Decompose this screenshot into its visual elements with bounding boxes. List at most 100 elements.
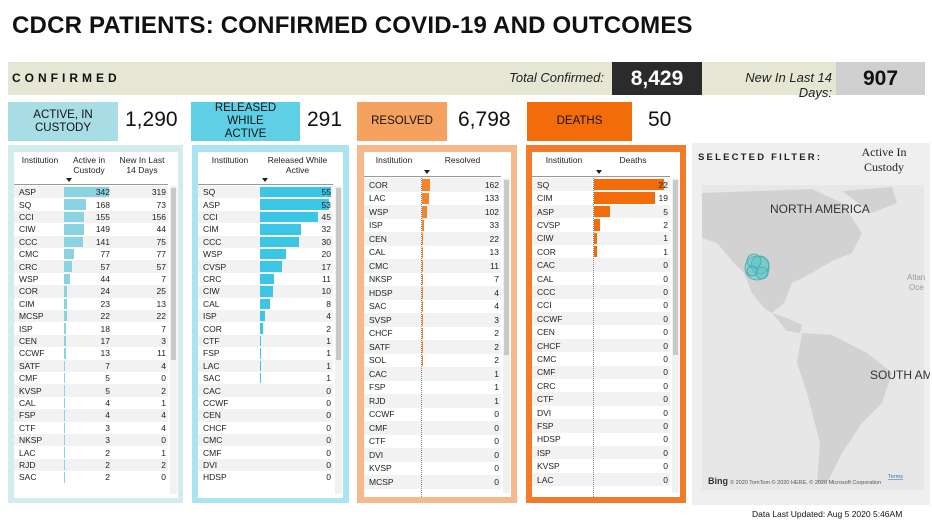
institution: CIW [19,224,36,235]
row-stripe [364,313,501,327]
data-bar [64,261,72,272]
institution: ASP [203,199,221,210]
data-bar [422,192,429,204]
cell-value: 0 [663,434,668,445]
row-stripe [532,312,670,326]
column-header[interactable]: Institution [211,155,249,165]
column-header[interactable]: Resolved [444,155,481,165]
cell-value: 73 [156,199,166,210]
data-bar [260,236,299,247]
cell-value: 0 [663,461,668,472]
institution: WSP [203,249,223,260]
data-bar [594,232,598,244]
cell-value: 0 [663,340,668,351]
column-header[interactable]: Institution [375,155,413,165]
map-terms[interactable]: Terms [888,474,903,480]
institution: CCI [203,212,218,222]
column-header[interactable]: Active in Custody [72,155,106,175]
institution: CAL [203,298,220,309]
cell-value: 3 [494,314,499,325]
institution: CTF [19,422,36,433]
cell-value: 149 [95,224,110,235]
institution: NKSP [369,274,393,285]
data-bar [64,373,65,384]
data-bar [422,219,424,231]
cell-value: 0 [494,422,499,433]
cell-value: 2 [105,447,110,458]
institution: FSP [537,420,554,431]
cell-value: 57 [156,261,166,272]
institution: CEN [369,233,387,244]
cell-value: 1 [494,382,499,393]
cell-value: 13 [156,298,166,309]
cell-value: 0 [663,447,668,458]
column-header[interactable]: Institution [545,155,583,165]
column-header[interactable]: Deaths [619,155,647,165]
cell-value: 57 [100,261,110,272]
cell-value: 77 [100,249,110,260]
filter-value: Active In Custody [861,145,907,174]
map-label: Atlan [907,273,925,282]
institution: MCSP [369,476,394,487]
data-bar [64,236,83,247]
cell-value: 5 [663,206,668,217]
row-stripe [364,421,501,435]
map-label: Oce [909,283,924,292]
column-header[interactable]: New In Last 14 Days [119,155,165,175]
cell-value: 20 [321,249,331,260]
row-stripe [14,235,168,248]
data-bar [260,373,262,384]
new-label: New In Last 14 Days: [745,70,832,100]
cell-value: 33 [489,220,499,231]
institution: CIW [203,286,220,297]
institution: HDSP [537,434,561,445]
institution: CEN [203,410,221,421]
cell-value: 0 [326,472,331,483]
cell-value: 0 [663,260,668,271]
card-label[interactable]: RESOLVED [357,102,447,141]
institution: RJD [19,460,36,470]
row-stripe [14,458,168,472]
row-stripe [198,384,333,397]
footer: Data Last Updated: Aug 5 2020 5:46AM [752,509,903,519]
cell-value: 2 [494,328,499,339]
column-header[interactable]: Institution [21,155,59,165]
cell-value: 0 [326,447,331,458]
card-label[interactable]: DEATHS [527,102,632,141]
card-value: 1,290 [125,108,178,131]
institution: CIM [537,193,553,204]
institution: FSP [19,410,36,421]
cell-value: 0 [326,398,331,408]
cell-value: 75 [156,236,166,247]
cell-value: 17 [321,261,331,272]
cell-value: 0 [663,300,668,311]
row-stripe [532,392,670,406]
card-label[interactable]: ACTIVE, IN CUSTODY [8,102,118,141]
card-label[interactable]: RELEASED WHILE ACTIVE [191,102,300,141]
map[interactable]: NORTH AMERICA NORTH AMERICA SOUTH AMERIC… [692,143,930,505]
column-header[interactable]: Released While Active [267,155,328,175]
institution: CAL [369,247,386,258]
cell-value: 44 [100,274,110,284]
cell-value: 0 [663,420,668,431]
cell-value: 1 [494,368,499,379]
row-stripe [14,310,168,323]
cell-value: 7 [161,274,166,284]
institution: CMF [537,367,556,378]
cell-value: 0 [326,410,331,421]
map-label: SOUTH AMERICA [870,368,930,382]
institution: CCWF [19,348,45,359]
institution: LAC [203,360,220,371]
institution: WSP [19,274,39,284]
row-stripe [364,178,501,192]
row-stripe [14,384,168,397]
header-rule [532,176,670,177]
institution: COR [369,179,388,190]
data-bar [260,348,262,359]
data-bar [64,187,109,198]
cell-value: 45 [321,212,331,222]
cell-value: 2 [105,460,110,470]
cell-value: 55 [321,187,331,198]
row-stripe [14,260,168,273]
map-panel: NORTH AMERICA NORTH AMERICA SOUTH AMERIC… [692,143,930,505]
